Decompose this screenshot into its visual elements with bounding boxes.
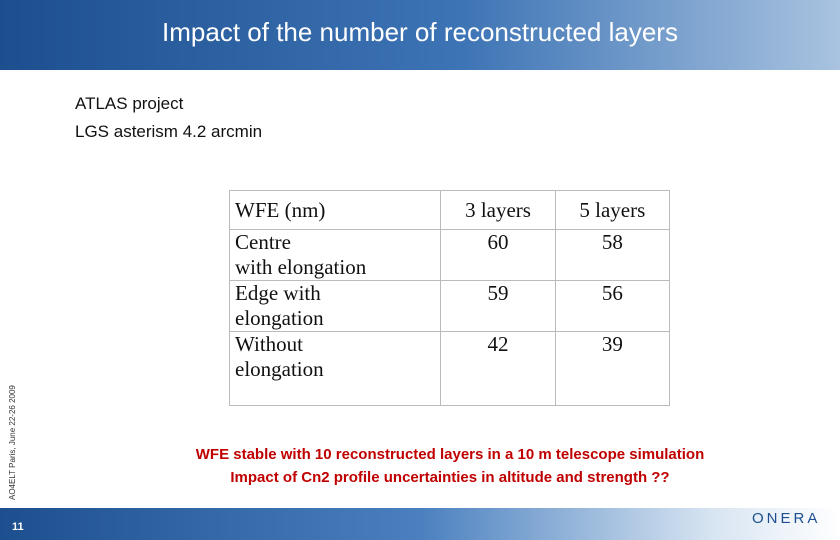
wfe-table: WFE (nm) 3 layers 5 layers Centre with e…	[228, 190, 671, 406]
cell: Edge with elongation	[228, 280, 442, 332]
header-band	[0, 0, 840, 70]
logo: ONERA	[752, 510, 821, 527]
cell: 58	[554, 229, 671, 281]
note: Impact of Cn2 profile uncertainties in a…	[230, 469, 670, 486]
header-cell: 3 layers	[440, 190, 556, 230]
note: WFE stable with 10 reconstructed layers …	[195, 446, 705, 463]
header-cell: WFE (nm)	[228, 190, 442, 230]
cell: Centre with elongation	[228, 229, 442, 281]
footer-band	[0, 508, 840, 540]
cell: 42	[440, 331, 556, 406]
page-number: 11	[12, 521, 24, 533]
bullet: ATLAS project	[75, 94, 184, 113]
slide-title: Impact of the number of reconstructed la…	[162, 17, 678, 47]
cell: 59	[440, 280, 556, 332]
cell: 39	[554, 331, 671, 406]
cell: Without elongation	[228, 331, 442, 406]
cell: 60	[440, 229, 556, 281]
header-cell: 5 layers	[554, 190, 671, 230]
cell: 56	[554, 280, 671, 332]
bullet: LGS asterism 4.2 arcmin	[75, 122, 263, 141]
